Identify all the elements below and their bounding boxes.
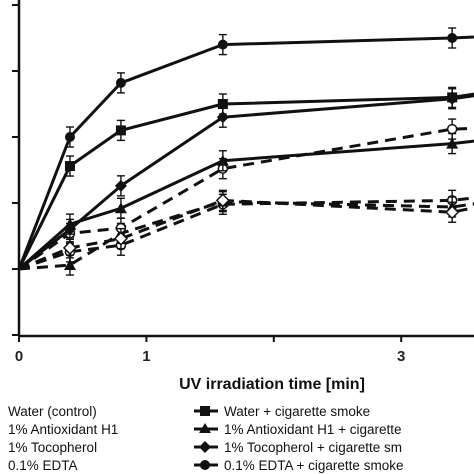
data-point	[445, 205, 460, 220]
data-point	[217, 39, 228, 50]
data-point	[217, 99, 228, 109]
legend: Water (control) 1% Antioxidant H1 1% Toc…	[8, 404, 403, 473]
data-point	[115, 77, 126, 88]
series-water-control	[18, 189, 474, 271]
series-line	[17, 92, 474, 270]
legend-marker-square	[194, 406, 218, 416]
legend-label-edta-smoke: 0.1% EDTA + cigarette smoke	[224, 458, 403, 473]
legend-label-antioxidant-smoke: 1% Antioxidant H1 + cigarette	[224, 422, 401, 437]
legend-label-tocopherol-smoke: 1% Tocopherol + cigarette sm	[224, 440, 402, 455]
legend-label-tocopherol: 1% Tocopherol	[8, 440, 97, 455]
series-line	[18, 200, 474, 271]
data-point	[446, 137, 459, 149]
legend-label-water-control: Water (control)	[8, 404, 97, 419]
data-point	[447, 33, 458, 43]
data-point	[114, 179, 127, 192]
series-line	[18, 139, 474, 271]
data-point	[446, 92, 459, 105]
series-1-antioxidant-h1-cigarette-smoke	[18, 132, 474, 271]
legend-label-antioxidant-h1: 1% Antioxidant H1	[8, 422, 118, 437]
series-layer	[17, 27, 474, 276]
data-point	[216, 111, 229, 124]
series-line	[17, 35, 474, 270]
series-1-tocopherol	[18, 118, 474, 271]
series-1-tocopherol-cigarette-smoke	[18, 88, 474, 271]
x-tick-label: 3	[397, 348, 405, 365]
data-point	[62, 240, 78, 255]
data-point	[64, 161, 75, 172]
x-tick-label: 1	[142, 348, 150, 365]
series-line	[18, 196, 474, 271]
series-0-1-edta-cigarette-smoke	[17, 27, 474, 270]
data-point	[63, 223, 76, 236]
data-point	[215, 193, 230, 208]
legend-label-edta: 0.1% EDTA	[8, 458, 78, 473]
series-water-cigarette-smoke	[17, 86, 474, 270]
data-point	[64, 132, 75, 142]
data-point	[114, 202, 127, 214]
legend-marker-triangle	[194, 423, 218, 433]
data-point	[113, 231, 128, 246]
x-tick-label: 0	[15, 348, 23, 365]
tick-labels: 0134	[15, 348, 406, 365]
data-point	[216, 154, 229, 166]
series-0-1-edta	[18, 189, 474, 271]
axes	[12, 0, 474, 342]
series-line	[18, 126, 474, 271]
legend-label-water-smoke: Water + cigarette smoke	[224, 404, 370, 419]
series-line	[18, 198, 474, 271]
data-point	[446, 123, 458, 135]
data-point	[115, 125, 126, 136]
x-axis-title: UV irradiation time [min]	[179, 376, 365, 393]
legend-marker-diamond	[194, 441, 218, 453]
data-point	[63, 259, 76, 271]
series-line	[18, 94, 474, 271]
legend-marker-circle	[194, 460, 218, 470]
